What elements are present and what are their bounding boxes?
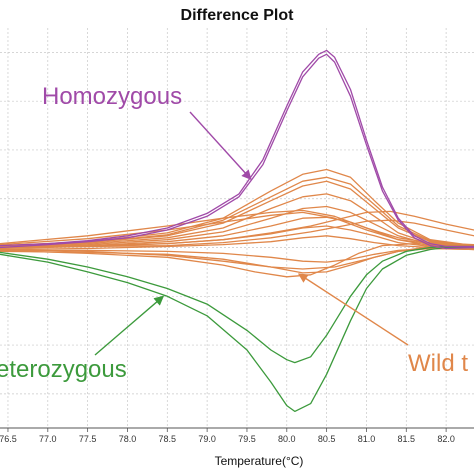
x-tick-label: 81.0	[358, 434, 376, 444]
x-axis-label: Temperature(°C)	[215, 454, 304, 468]
series-line-wildtype	[0, 235, 474, 251]
chart-title: Difference Plot	[181, 7, 295, 24]
annotation-label: eterozygous	[0, 356, 127, 383]
series-line-wildtype	[0, 193, 474, 248]
x-tick-label: 82.0	[437, 434, 455, 444]
x-tick-label: 78.5	[159, 434, 177, 444]
annotation-arrow	[94, 295, 165, 356]
series-line-heterozygous	[0, 246, 474, 413]
x-tick-label: 79.0	[198, 434, 216, 444]
series-line-homozygous	[0, 49, 474, 248]
series-line-wildtype	[0, 210, 474, 248]
series-layer	[0, 49, 474, 413]
x-tick-label: 76.5	[0, 434, 17, 444]
series-line-wildtype	[0, 180, 474, 249]
axes	[0, 427, 474, 432]
series-line-wildtype	[0, 242, 474, 278]
series-line-wildtype	[0, 205, 474, 249]
grid	[0, 28, 474, 428]
annotation-label: Homozygous	[42, 83, 182, 110]
series-line-wildtype	[0, 243, 474, 270]
x-tick-label: 81.5	[398, 434, 416, 444]
x-tick-label: 79.5	[238, 434, 256, 444]
series-line-heterozygous	[0, 245, 474, 364]
series-line-wildtype	[0, 209, 474, 246]
annotation-arrow	[189, 111, 252, 180]
series-line-wildtype	[0, 176, 474, 248]
annotation-label: Wild t	[408, 350, 468, 377]
x-tick-label: 77.0	[39, 434, 57, 444]
x-tick-label: 80.0	[278, 434, 296, 444]
annotations: Homozygous eterozygous Wild t	[0, 83, 468, 383]
series-line-wildtype	[0, 219, 474, 249]
series-line-homozygous	[0, 53, 474, 250]
annotation-arrow	[297, 273, 409, 346]
x-tick-label: 80.5	[318, 434, 336, 444]
x-tick-labels: 76.5 77.0 77.5 78.0 78.5 79.0 79.5 80.0 80.5 81.0…	[0, 434, 455, 444]
x-tick-label: 77.5	[79, 434, 97, 444]
x-tick-label: 78.0	[119, 434, 137, 444]
